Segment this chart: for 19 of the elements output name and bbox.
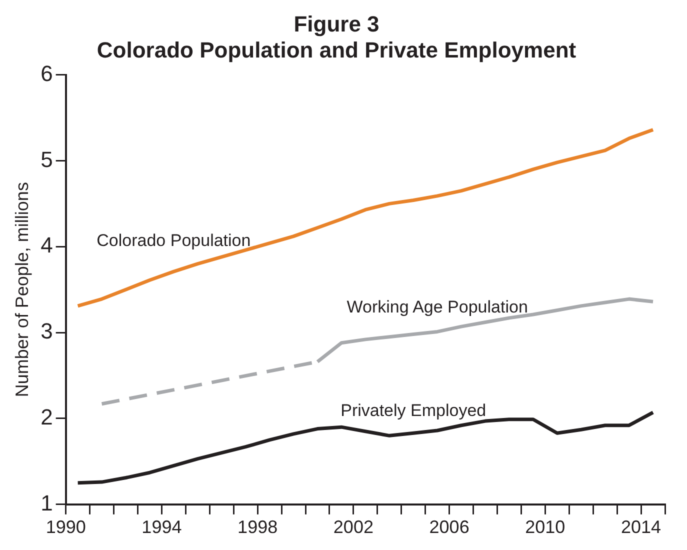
x-tick-label: 2010 (525, 517, 566, 538)
y-axis-title: Number of People, millions (12, 182, 32, 398)
x-tick-label: 1994 (142, 517, 182, 538)
x-tick-label: 2014 (621, 517, 662, 538)
x-tick-label: 1998 (238, 517, 278, 538)
y-tick-label: 3 (40, 318, 53, 344)
series-label: Working Age Population (346, 297, 528, 316)
x-tick-label: 1990 (46, 517, 86, 538)
series-label: Colorado Population (96, 231, 251, 250)
y-tick-label: 5 (40, 146, 53, 172)
y-tick-label: 1 (40, 490, 53, 516)
y-tick-label: 6 (40, 60, 53, 86)
series-label: Privately Employed (340, 400, 486, 420)
y-tick-label: 4 (40, 232, 53, 258)
y-tick-label: 2 (40, 404, 53, 430)
x-tick-label: 2002 (333, 517, 374, 538)
chart-title: Figure 3 (294, 11, 380, 36)
chart-subtitle: Colorado Population and Private Employment (96, 38, 577, 63)
x-tick-label: 2006 (429, 517, 470, 538)
